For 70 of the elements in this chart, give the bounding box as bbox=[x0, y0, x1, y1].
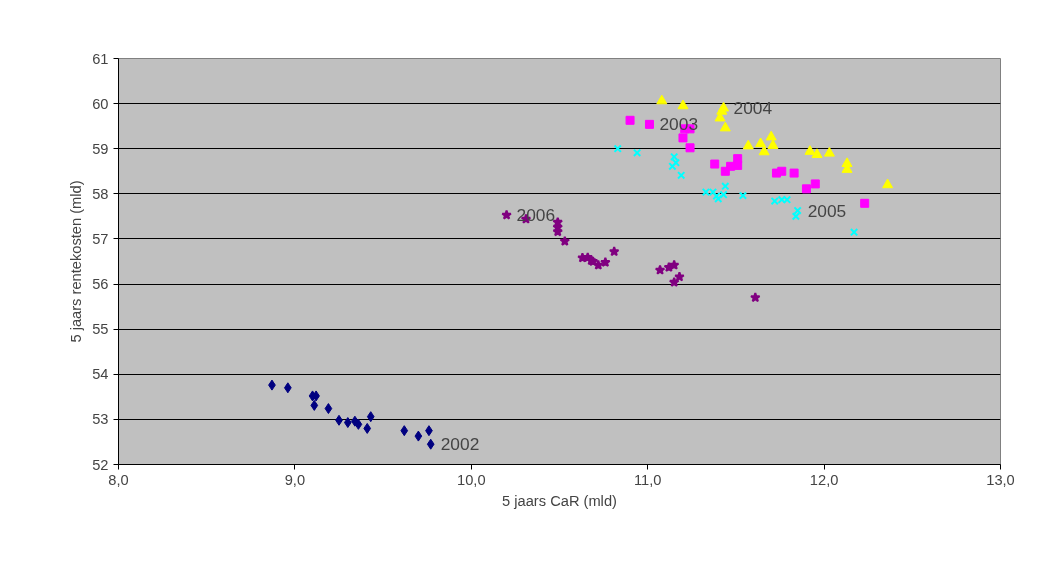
point bbox=[823, 146, 835, 157]
point bbox=[600, 256, 611, 268]
point bbox=[426, 438, 435, 450]
point bbox=[882, 178, 894, 189]
point bbox=[765, 130, 777, 141]
y-tick-label: 53 bbox=[92, 411, 109, 428]
point bbox=[310, 399, 319, 411]
x-tick-label: 13,0 bbox=[986, 471, 1015, 488]
point bbox=[625, 115, 635, 125]
point bbox=[777, 166, 787, 176]
point bbox=[366, 411, 375, 423]
annotation: 2005 bbox=[807, 200, 847, 221]
annotation: 2003 bbox=[659, 114, 699, 135]
x-tick-label: 12,0 bbox=[809, 471, 839, 488]
point bbox=[860, 198, 870, 208]
point bbox=[501, 209, 512, 220]
point bbox=[811, 148, 823, 158]
point bbox=[810, 179, 820, 189]
y-tick-label: 52 bbox=[92, 456, 109, 473]
point bbox=[719, 121, 731, 132]
x-tick-label: 10,0 bbox=[457, 471, 486, 488]
point bbox=[668, 162, 677, 171]
x-tick-label: 8,0 bbox=[108, 471, 129, 488]
point bbox=[716, 105, 728, 115]
y-tick-label: 56 bbox=[92, 276, 109, 293]
point bbox=[559, 235, 571, 246]
point bbox=[593, 259, 604, 270]
point bbox=[758, 145, 770, 156]
annotation: 2002 bbox=[440, 434, 480, 455]
point bbox=[343, 417, 352, 429]
point bbox=[674, 271, 685, 282]
point bbox=[801, 184, 811, 194]
x-tick-label: 11,0 bbox=[633, 471, 662, 488]
point bbox=[669, 152, 679, 162]
y-tick-label: 59 bbox=[92, 140, 109, 157]
point bbox=[742, 139, 754, 150]
y-tick-label: 61 bbox=[92, 50, 109, 67]
point bbox=[710, 159, 720, 169]
point bbox=[324, 403, 333, 415]
point bbox=[849, 228, 859, 237]
point bbox=[414, 430, 423, 442]
x-axis-title: 5 jaars CaR (mld) bbox=[502, 492, 617, 509]
point bbox=[677, 99, 689, 110]
point bbox=[608, 246, 620, 257]
annotation: 2006 bbox=[516, 205, 556, 226]
point bbox=[789, 168, 799, 178]
y-axis-title: 5 jaars rentekosten (mld) bbox=[68, 180, 85, 343]
point bbox=[685, 143, 695, 153]
point bbox=[767, 139, 779, 149]
point bbox=[733, 154, 743, 164]
point bbox=[668, 276, 680, 287]
point bbox=[354, 418, 363, 430]
point bbox=[793, 206, 802, 215]
point bbox=[804, 145, 816, 155]
point bbox=[678, 133, 688, 143]
point bbox=[400, 425, 409, 437]
point bbox=[644, 119, 654, 129]
point bbox=[632, 148, 642, 157]
y-tick-label: 54 bbox=[92, 366, 109, 383]
y-tick-label: 60 bbox=[92, 95, 109, 112]
y-tick-label: 55 bbox=[92, 321, 109, 338]
point bbox=[755, 137, 767, 148]
point bbox=[656, 94, 668, 105]
annotation: 2004 bbox=[733, 98, 773, 119]
y-tick-label: 58 bbox=[92, 185, 109, 202]
x-tick-label: 9,0 bbox=[284, 471, 306, 488]
y-tick-label: 57 bbox=[92, 230, 109, 247]
point bbox=[750, 292, 761, 303]
point bbox=[654, 264, 666, 275]
point bbox=[363, 422, 372, 434]
